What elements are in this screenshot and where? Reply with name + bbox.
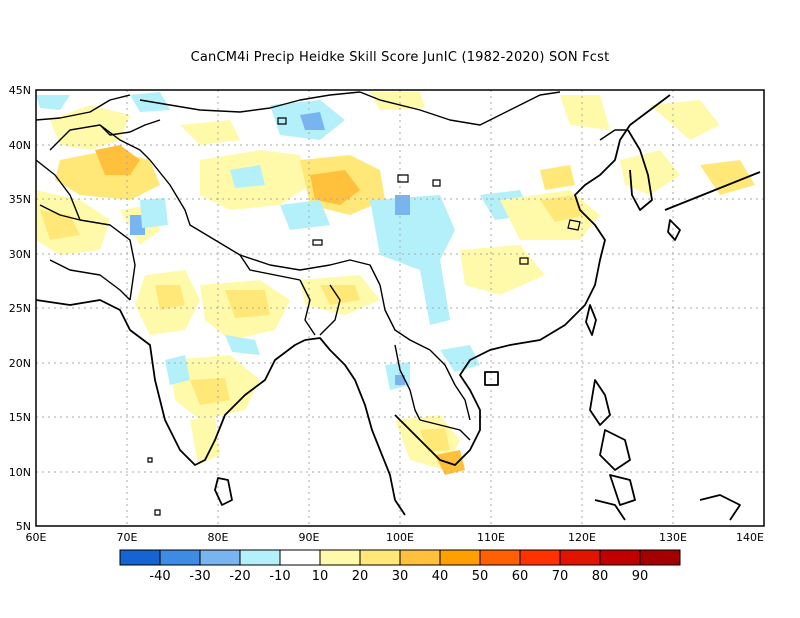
lon-label: 60E [26,531,47,544]
skill-shading [36,92,755,475]
colorbar-swatch [399,549,441,566]
colorbar-swatch [319,549,361,566]
lon-label: 90E [299,531,320,544]
colorbar-label: 40 [432,569,449,584]
lat-label: 15N [9,411,31,424]
colorbar-swatch [599,549,641,566]
colorbar-label: 70 [552,569,569,584]
colorbar-label: 60 [512,569,529,584]
colorbar-swatch [279,549,321,566]
colorbar-label: 80 [592,569,609,584]
colorbar-label: -40 [149,569,170,584]
colorbar-label: 90 [632,569,649,584]
lat-label: 5N [16,520,31,533]
lat-label: 45N [9,84,31,97]
colorbar: -40 -30 -20 -10 10 20 30 40 50 60 70 80 90 [119,549,681,584]
lon-label: 140E [736,531,764,544]
lat-label: 40N [9,139,31,152]
colorbar-swatch [479,549,521,566]
colorbar-swatch [439,549,481,566]
longitude-labels: 60E 70E 80E 90E 100E 110E 120E 130E 140E [26,531,765,544]
colorbar-swatch [239,549,281,566]
lat-label: 10N [9,466,31,479]
colorbar-label: 10 [312,569,329,584]
colorbar-label: -20 [229,569,250,584]
colorbar-swatch [559,549,601,566]
map-frame [35,89,765,527]
lon-label: 110E [477,531,505,544]
coastlines [36,94,761,521]
lon-label: 80E [208,531,229,544]
colorbar-swatch [519,549,561,566]
colorbar-swatch [639,549,681,566]
colorbar-swatch [159,549,201,566]
lon-label: 120E [568,531,596,544]
colorbar-label: -30 [189,569,210,584]
map-title: CanCM4i Precip Heidke Skill Score JunIC … [190,50,610,65]
colorbar-label: 50 [472,569,489,584]
colorbar-label: 20 [352,569,369,584]
colorbar-swatch [359,549,401,566]
colorbar-label: 30 [392,569,409,584]
lat-label: 30N [9,248,31,261]
latitude-labels: 45N 40N 35N 30N 25N 20N 15N 10N 5N [9,84,31,533]
lat-label: 25N [9,302,31,315]
colorbar-swatch [119,549,161,566]
colorbar-label: -10 [269,569,290,584]
lon-label: 130E [659,531,687,544]
lat-label: 20N [9,357,31,370]
lat-label: 35N [9,193,31,206]
lon-label: 70E [117,531,138,544]
lakes [147,117,581,516]
lon-label: 100E [386,531,414,544]
colorbar-swatch [199,549,241,566]
country-borders [36,91,628,441]
